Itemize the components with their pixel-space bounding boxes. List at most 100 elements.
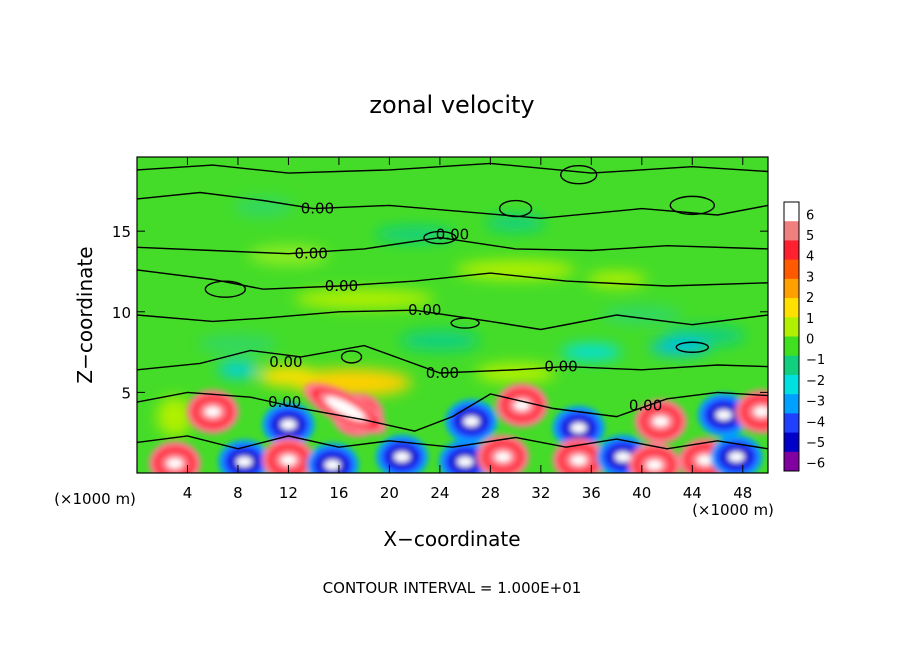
colorbar-swatch (784, 240, 799, 261)
field-region-17 (649, 339, 710, 356)
colorbar-tick-label: −5 (806, 436, 825, 451)
contour-label: 0.00 (325, 277, 358, 295)
colorbar-tick-label: −6 (806, 457, 825, 472)
negative-cell-13 (376, 434, 429, 473)
positive-cell-11 (262, 438, 315, 473)
colorbar: 6 5 4 3 2 1 0 −1 −2 −3 −4 −5 −6 (783, 201, 825, 472)
closed-contour-3 (423, 230, 457, 245)
x-tick-label: 28 (481, 484, 500, 502)
closed-contour-7 (340, 350, 363, 364)
colorbar-tick-label: 5 (806, 229, 814, 244)
zero-contour-2 (137, 236, 768, 255)
negative-cell-14 (439, 439, 492, 473)
colorbar-swatch (784, 413, 799, 434)
x-tick-label: 32 (531, 484, 550, 502)
y-tick-label: 15 (112, 223, 131, 241)
y-axis-label: Z−coordinate (73, 246, 97, 383)
y-tick-label: 5 (121, 384, 131, 402)
colorbar-swatch (784, 298, 799, 318)
x-axis-label: X−coordinate (383, 527, 520, 551)
colorbar-tick-label: 4 (806, 250, 814, 265)
colorbar-swatch (784, 259, 799, 280)
field-region-3 (248, 245, 329, 266)
field-region-2 (485, 215, 546, 232)
heatmap-field (137, 157, 768, 473)
field-region-13 (258, 366, 319, 387)
closed-contour-1 (498, 199, 533, 218)
positive-cell-9 (148, 441, 201, 473)
contour-label: 0.00 (426, 364, 459, 382)
colorbar-tick-label: −1 (806, 353, 825, 368)
x-tick-label: 12 (279, 484, 298, 502)
field-region-6 (294, 288, 435, 309)
closed-contour-4 (204, 280, 247, 298)
chart-title: zonal velocity (369, 91, 534, 119)
colorbar-tick-label: −3 (806, 395, 825, 410)
colorbar-swatch (784, 432, 799, 453)
colorbar-swatch (784, 355, 799, 376)
y-axis: 5 10 15 (112, 223, 768, 402)
field-region-15 (217, 361, 258, 378)
zero-contour-4 (137, 309, 768, 331)
positive-cell-0 (186, 389, 239, 434)
x-unit-left: (×1000 m) (54, 490, 136, 508)
colorbar-swatch (784, 394, 799, 414)
closed-contour-5 (450, 317, 480, 329)
y-tick-label: 10 (112, 304, 131, 322)
field-region-5 (586, 271, 647, 288)
x-tick-label: 40 (632, 484, 651, 502)
contour-label: 0.00 (436, 225, 469, 243)
colorbar-swatch (784, 278, 799, 299)
contour-labels: 0.00 0.00 0.00 0.00 0.00 0.00 0.00 0.00 0.00 0.00 (268, 200, 662, 415)
zero-contour-6 (137, 391, 768, 432)
field-region-8 (197, 334, 278, 355)
contour-label: 0.00 (629, 396, 662, 414)
colorbar-swatch (784, 374, 799, 395)
contour-label: 0.00 (408, 301, 441, 319)
x-tick-label: 44 (683, 484, 702, 502)
colorbar-tick-label: 1 (806, 312, 814, 327)
contour-label: 0.00 (544, 358, 577, 376)
colorbar-swatch (784, 221, 799, 241)
field-region-9 (399, 330, 480, 351)
colorbar-tick-label: 6 (806, 208, 814, 223)
field-region-16 (156, 396, 193, 437)
closed-contour-6 (675, 341, 709, 353)
closed-contour-0 (560, 165, 598, 185)
x-tick-label: 16 (329, 484, 348, 502)
negative-cell-1 (262, 402, 315, 447)
contour-label: 0.00 (294, 245, 327, 263)
zero-contour-5 (137, 344, 768, 374)
colorbar-tick-label: 0 (806, 333, 814, 348)
colorbar-tick-label: 2 (806, 291, 814, 306)
colorbar-swatch (784, 451, 799, 472)
x-tick-label: 48 (733, 484, 752, 502)
positive-cell-18 (628, 442, 681, 473)
positive-cell-8 (735, 389, 768, 434)
contour-label: 0.00 (268, 393, 301, 411)
field-region-4 (455, 259, 576, 280)
field-region-11 (561, 344, 622, 361)
zero-contour-7 (137, 435, 768, 450)
colorbar-tick-label: −4 (806, 415, 825, 430)
colorbar-swatch (784, 317, 799, 337)
x-tick-label: 8 (233, 484, 243, 502)
zero-contour-0 (137, 162, 768, 174)
x-tick-label: 36 (582, 484, 601, 502)
colorbar-tick-label: −2 (806, 374, 825, 389)
x-tick-label: 20 (380, 484, 399, 502)
x-tick-label: 4 (183, 484, 193, 502)
negative-cell-10 (218, 439, 271, 473)
x-unit-right: (×1000 m) (692, 501, 774, 519)
colorbar-frame (783, 201, 800, 472)
field-region-7 (601, 305, 682, 325)
negative-cell-5 (552, 405, 605, 450)
negative-cell-3 (445, 399, 498, 444)
plot-frame (136, 156, 769, 474)
contour-label: 0.00 (301, 200, 334, 218)
field-region-0 (233, 196, 294, 217)
x-tick-label: 24 (430, 484, 449, 502)
positive-cell-15 (476, 434, 529, 473)
colorbar-swatch (784, 336, 799, 357)
